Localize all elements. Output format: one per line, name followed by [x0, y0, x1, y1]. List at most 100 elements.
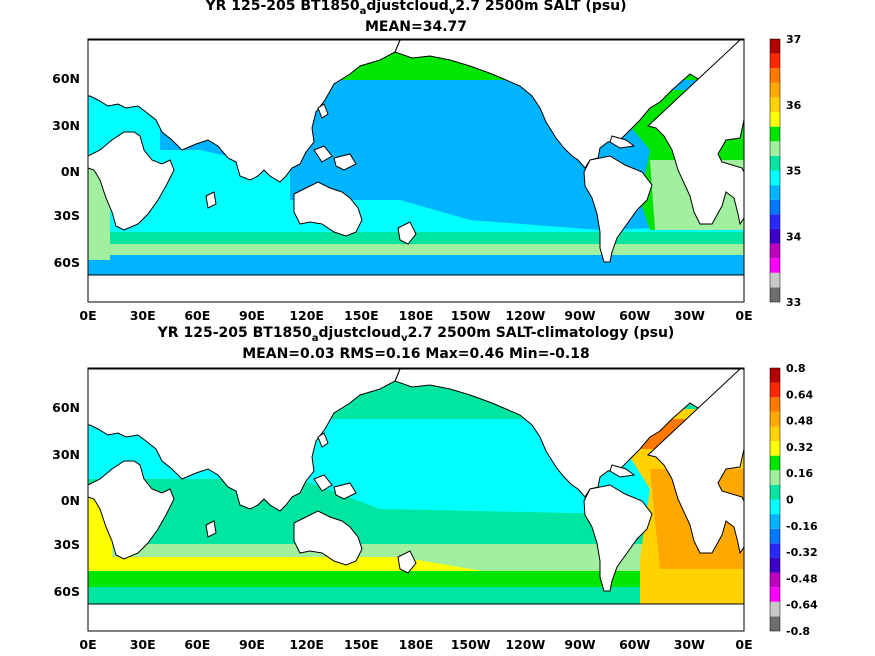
- map1-x-tick-label: 90E: [239, 308, 265, 323]
- map1-x-tick-label: 150W: [451, 308, 491, 323]
- map2-colorbar-swatch: [770, 601, 780, 617]
- map2-title-subscript: v: [401, 332, 408, 344]
- map1-colorbar-swatch: [770, 68, 780, 83]
- map2-colorbar-label: 0.8: [786, 362, 806, 375]
- map2-x-tick-label: 0E: [79, 637, 96, 652]
- map1-x-tick-label: 0E: [79, 308, 96, 323]
- map1-title-part: 2.7 2500m SALT (psu): [455, 0, 627, 14]
- map2-colorbar-label: -0.16: [786, 520, 818, 533]
- map2-x-tick-label: 60W: [619, 637, 650, 652]
- map1-y-tick-label: 60S: [54, 255, 80, 270]
- map1-title-subscript: a: [359, 5, 367, 17]
- map1-colorbar-label: 33: [786, 296, 801, 309]
- map2-frame: [87, 367, 745, 632]
- map2-colorbar-label: -0.48: [786, 572, 818, 585]
- map2-title-subscript: a: [311, 332, 319, 344]
- map1-colorbar-swatch: [770, 214, 780, 229]
- map1-x-tick-label: 180E: [399, 308, 434, 323]
- map2-colorbar-swatch: [770, 616, 780, 631]
- map2-colorbar-swatch: [770, 543, 780, 558]
- map1-x-tick-label: 30W: [674, 308, 705, 323]
- map1-x-tick-label: 120W: [505, 308, 545, 323]
- map2-y-tick-label: 60N: [52, 400, 80, 415]
- map2-colorbar-swatch: [770, 411, 780, 427]
- map2-x-tick-label: 30W: [674, 637, 705, 652]
- map2-colorbar-label: -0.32: [786, 546, 818, 559]
- map1-colorbar-label: 35: [786, 165, 801, 178]
- map1-x-tick-label: 150E: [344, 308, 379, 323]
- map1-colorbar-swatch: [770, 228, 780, 244]
- map2-colorbar-swatch: [770, 484, 780, 500]
- map2-colorbar-swatch: [770, 397, 780, 412]
- map2-x-tick-label: 150W: [451, 637, 491, 652]
- map2-colorbar-swatch: [770, 426, 780, 442]
- map1-title-part: djustcloud: [366, 0, 449, 14]
- map2-x-tick-label: 30E: [130, 637, 156, 652]
- map1-stats: MEAN=34.77: [364, 19, 468, 35]
- map2-colorbar-frame: [769, 367, 781, 632]
- map2-colorbar-swatch: [770, 368, 780, 383]
- map2-colorbar-swatch: [770, 441, 780, 456]
- map1-colorbar-swatch: [770, 243, 780, 259]
- map2-colorbar-label: 0: [786, 494, 794, 507]
- map2-colorbar-swatch: [770, 587, 780, 602]
- map2-title-part: YR 125-205 BT1850: [157, 325, 312, 341]
- map2-colorbar-swatch: [770, 572, 780, 588]
- map1-colorbar-swatch: [770, 97, 780, 113]
- map2-x-tick-label: 180E: [399, 637, 434, 652]
- map1-colorbar-label: 36: [786, 99, 802, 112]
- map2-colorbar-swatch: [770, 455, 780, 471]
- map2-colorbar-label: -0.8: [786, 625, 810, 638]
- map1-colorbar-frame: [769, 38, 781, 303]
- map1-title-part: YR 125-205 BT1850: [205, 0, 360, 14]
- map1-title: YR 125-205 BT1850adjustcloudv2.7 2500m S…: [88, 0, 744, 20]
- map2-colorbar-swatch: [770, 557, 780, 573]
- map2-title-part: 2.7 2500m SALT-climatology (psu): [407, 325, 675, 341]
- map2-colorbar-label: 0.32: [786, 441, 813, 454]
- map1-y-tick-label: 0N: [61, 164, 80, 179]
- map2-title: YR 125-205 BT1850adjustcloudv2.7 2500m S…: [88, 325, 744, 347]
- map1-colorbar-swatch: [770, 170, 780, 186]
- map1-plot: [88, 39, 744, 302]
- map1-colorbar-swatch: [770, 185, 780, 200]
- map2-colorbar-label: 0.64: [786, 388, 813, 401]
- map1-colorbar-swatch: [770, 141, 780, 156]
- map1-x-tick-label: 60W: [619, 308, 650, 323]
- map1-y-tick-label: 30N: [52, 118, 80, 133]
- map1-x-tick-label: 0E: [735, 308, 752, 323]
- colorbars: 33 34 35 36 37 0.8 0.64 0.48 0.32 0.16 0 -0.16 -0.32…: [769, 33, 818, 638]
- map1-x-tick-label: 120E: [289, 308, 324, 323]
- map1-x-tick-label: 60E: [184, 308, 210, 323]
- map2-colorbar-swatch: [770, 528, 780, 544]
- map2-colorbar-label: 0.48: [786, 415, 813, 428]
- map1-x-tick-label: 30E: [130, 308, 156, 323]
- map2-x-tick-label: 90E: [239, 637, 265, 652]
- map2-y-tick-label: 60S: [54, 584, 80, 599]
- map1-colorbar-swatch: [770, 39, 780, 54]
- map1-colorbar-swatch: [770, 287, 780, 302]
- map2-y-tick-label: 30N: [52, 447, 80, 462]
- map1-colorbar-swatch: [770, 258, 780, 273]
- map2-colorbar-swatch: [770, 470, 780, 485]
- map2-x-tick-label: 150E: [344, 637, 379, 652]
- map1-colorbar-swatch: [770, 126, 780, 142]
- map1-colorbar-swatch: [770, 112, 780, 127]
- map1-colorbar-label: 37: [786, 33, 801, 46]
- map2-stats: MEAN=0.03 RMS=0.16 Max=0.46 Min=-0.18: [242, 346, 590, 362]
- map2-colorbar-swatch: [770, 514, 780, 529]
- map2-x-tick-label: 0E: [735, 637, 752, 652]
- axis-tick-labels: 0E 30E 60E 90E 120E 150E 180E 150W 120W 90W 60W 30W…: [52, 71, 752, 652]
- map2-colorbar-swatch: [770, 499, 780, 515]
- map2-x-tick-label: 120E: [289, 637, 324, 652]
- map1-colorbar-swatch: [770, 53, 780, 69]
- map2-colorbar-label: -0.64: [786, 599, 818, 612]
- map1-y-tick-label: 30S: [54, 208, 80, 223]
- map1-colorbar-swatch: [770, 82, 780, 98]
- map2-x-tick-label: 60E: [184, 637, 210, 652]
- map1-y-tick-label: 60N: [52, 71, 80, 86]
- map1-colorbar-swatch: [770, 155, 780, 171]
- map1-colorbar-label: 34: [786, 230, 802, 243]
- map2-y-tick-label: 0N: [61, 493, 80, 508]
- map2-x-tick-label: 90W: [564, 637, 595, 652]
- map1-x-tick-label: 90W: [564, 308, 595, 323]
